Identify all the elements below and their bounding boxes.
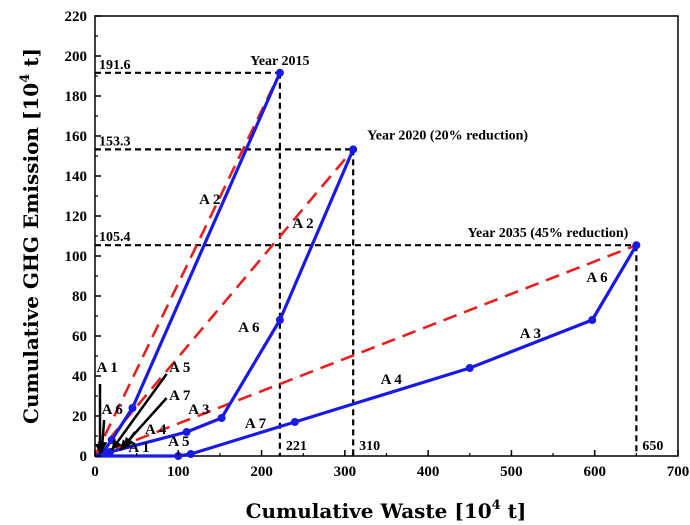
x-tick-label: 400 xyxy=(417,464,440,480)
dashed-line xyxy=(94,243,637,458)
y-axis-title: Cumulative GHG Emission [104 t] xyxy=(18,48,43,424)
x-axis-title: Cumulative Waste [104 t] xyxy=(246,498,527,523)
data-point xyxy=(186,450,195,458)
y-tick-label: 220 xyxy=(65,9,88,25)
y-tick-label: 180 xyxy=(65,89,88,105)
data-point xyxy=(275,316,284,324)
y-tick-label: 0 xyxy=(80,449,88,465)
data-point xyxy=(182,428,191,436)
y-tick-label: 80 xyxy=(72,289,87,305)
segment-label: A 3 xyxy=(520,326,541,342)
data-point xyxy=(290,418,299,426)
segment-label: A 7 xyxy=(169,388,191,404)
data-point xyxy=(632,241,641,250)
y-axis-title-sup: 4 xyxy=(18,74,33,83)
y-tick-label: 60 xyxy=(72,329,87,345)
y-tick-label: 160 xyxy=(65,129,88,145)
y-tick-label: 200 xyxy=(65,49,88,65)
data-point xyxy=(217,414,226,422)
x-tick-label: 300 xyxy=(334,464,357,480)
guide-x-value: 221 xyxy=(286,439,307,454)
data-point xyxy=(465,364,474,372)
segment-labels: A 2A 2A 6A 6A 3A 4A 3A 7A 4A 5A 1A 6A 5A… xyxy=(97,192,608,456)
segment-label: A 3 xyxy=(188,402,209,418)
segment-label: A 2 xyxy=(292,216,313,232)
segment-label: A 6 xyxy=(238,320,260,336)
segment-label: A 2 xyxy=(199,192,220,208)
y-tick-label: 40 xyxy=(72,369,87,385)
segment-label: A 5 xyxy=(168,434,189,450)
x-tick-label: 700 xyxy=(667,464,690,480)
guide-y-value: 153.3 xyxy=(99,134,131,149)
guide-year-title: Year 2035 (45% reduction) xyxy=(467,226,628,241)
segment-label: A 7 xyxy=(245,416,267,432)
guide-x-value: 650 xyxy=(642,439,663,454)
segment-label: A 1 xyxy=(97,360,118,376)
y-axis-title-end: t] xyxy=(19,48,43,74)
guide-y-value: 191.6 xyxy=(99,58,131,73)
data-point xyxy=(275,68,284,77)
dashed-line xyxy=(94,148,355,457)
x-axis-title-end: t] xyxy=(501,499,527,523)
segment-label: A 6 xyxy=(102,402,124,418)
y-tick-label: 120 xyxy=(65,209,88,225)
x-axis-title-sup: 4 xyxy=(492,498,501,513)
x-tick-label: 0 xyxy=(91,464,99,480)
y-tick-label: 20 xyxy=(72,409,87,425)
guide-year-title: Year 2015 xyxy=(250,54,309,69)
segment-label: A 6 xyxy=(586,270,608,286)
guide-year-title: Year 2020 (20% reduction) xyxy=(367,128,528,143)
y-tick-label: 100 xyxy=(65,249,88,265)
data-point xyxy=(349,145,358,154)
dashed-lines xyxy=(93,72,637,458)
segment-label: A 5 xyxy=(169,360,190,376)
guide-y-value: 105.4 xyxy=(99,230,131,245)
arrows xyxy=(94,373,168,454)
x-tick-label: 500 xyxy=(500,464,523,480)
arrow-head xyxy=(111,438,122,450)
x-tick-label: 200 xyxy=(250,464,273,480)
y-axis-title-main: Cumulative GHG Emission [10 xyxy=(19,83,43,424)
arrow-head xyxy=(124,436,134,448)
arrow-shaft xyxy=(110,373,168,451)
data-point xyxy=(588,316,597,324)
segment-label: A 4 xyxy=(381,372,403,388)
segment-label: A 4 xyxy=(145,422,167,438)
x-tick-label: 100 xyxy=(167,464,190,480)
arrow-head xyxy=(97,441,108,452)
guide-x-value: 310 xyxy=(359,439,380,454)
guide-lines: 191.6 221 Year 2015 153.3 310 Year 2020 (20% … xyxy=(95,54,663,456)
axis-ticks: 0 100 200 300 400 500 600 700 0 20 40 60 80 100 120 140… xyxy=(65,9,690,480)
y-tick-label: 140 xyxy=(65,169,88,185)
x-axis-title-main: Cumulative Waste [10 xyxy=(246,499,492,523)
data-point xyxy=(128,404,137,412)
dashed-line xyxy=(93,72,282,457)
segment-label: A 1 xyxy=(128,440,149,456)
x-tick-label: 600 xyxy=(583,464,606,480)
